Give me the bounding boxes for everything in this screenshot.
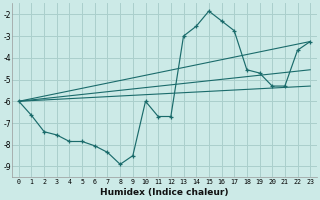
X-axis label: Humidex (Indice chaleur): Humidex (Indice chaleur) bbox=[100, 188, 229, 197]
